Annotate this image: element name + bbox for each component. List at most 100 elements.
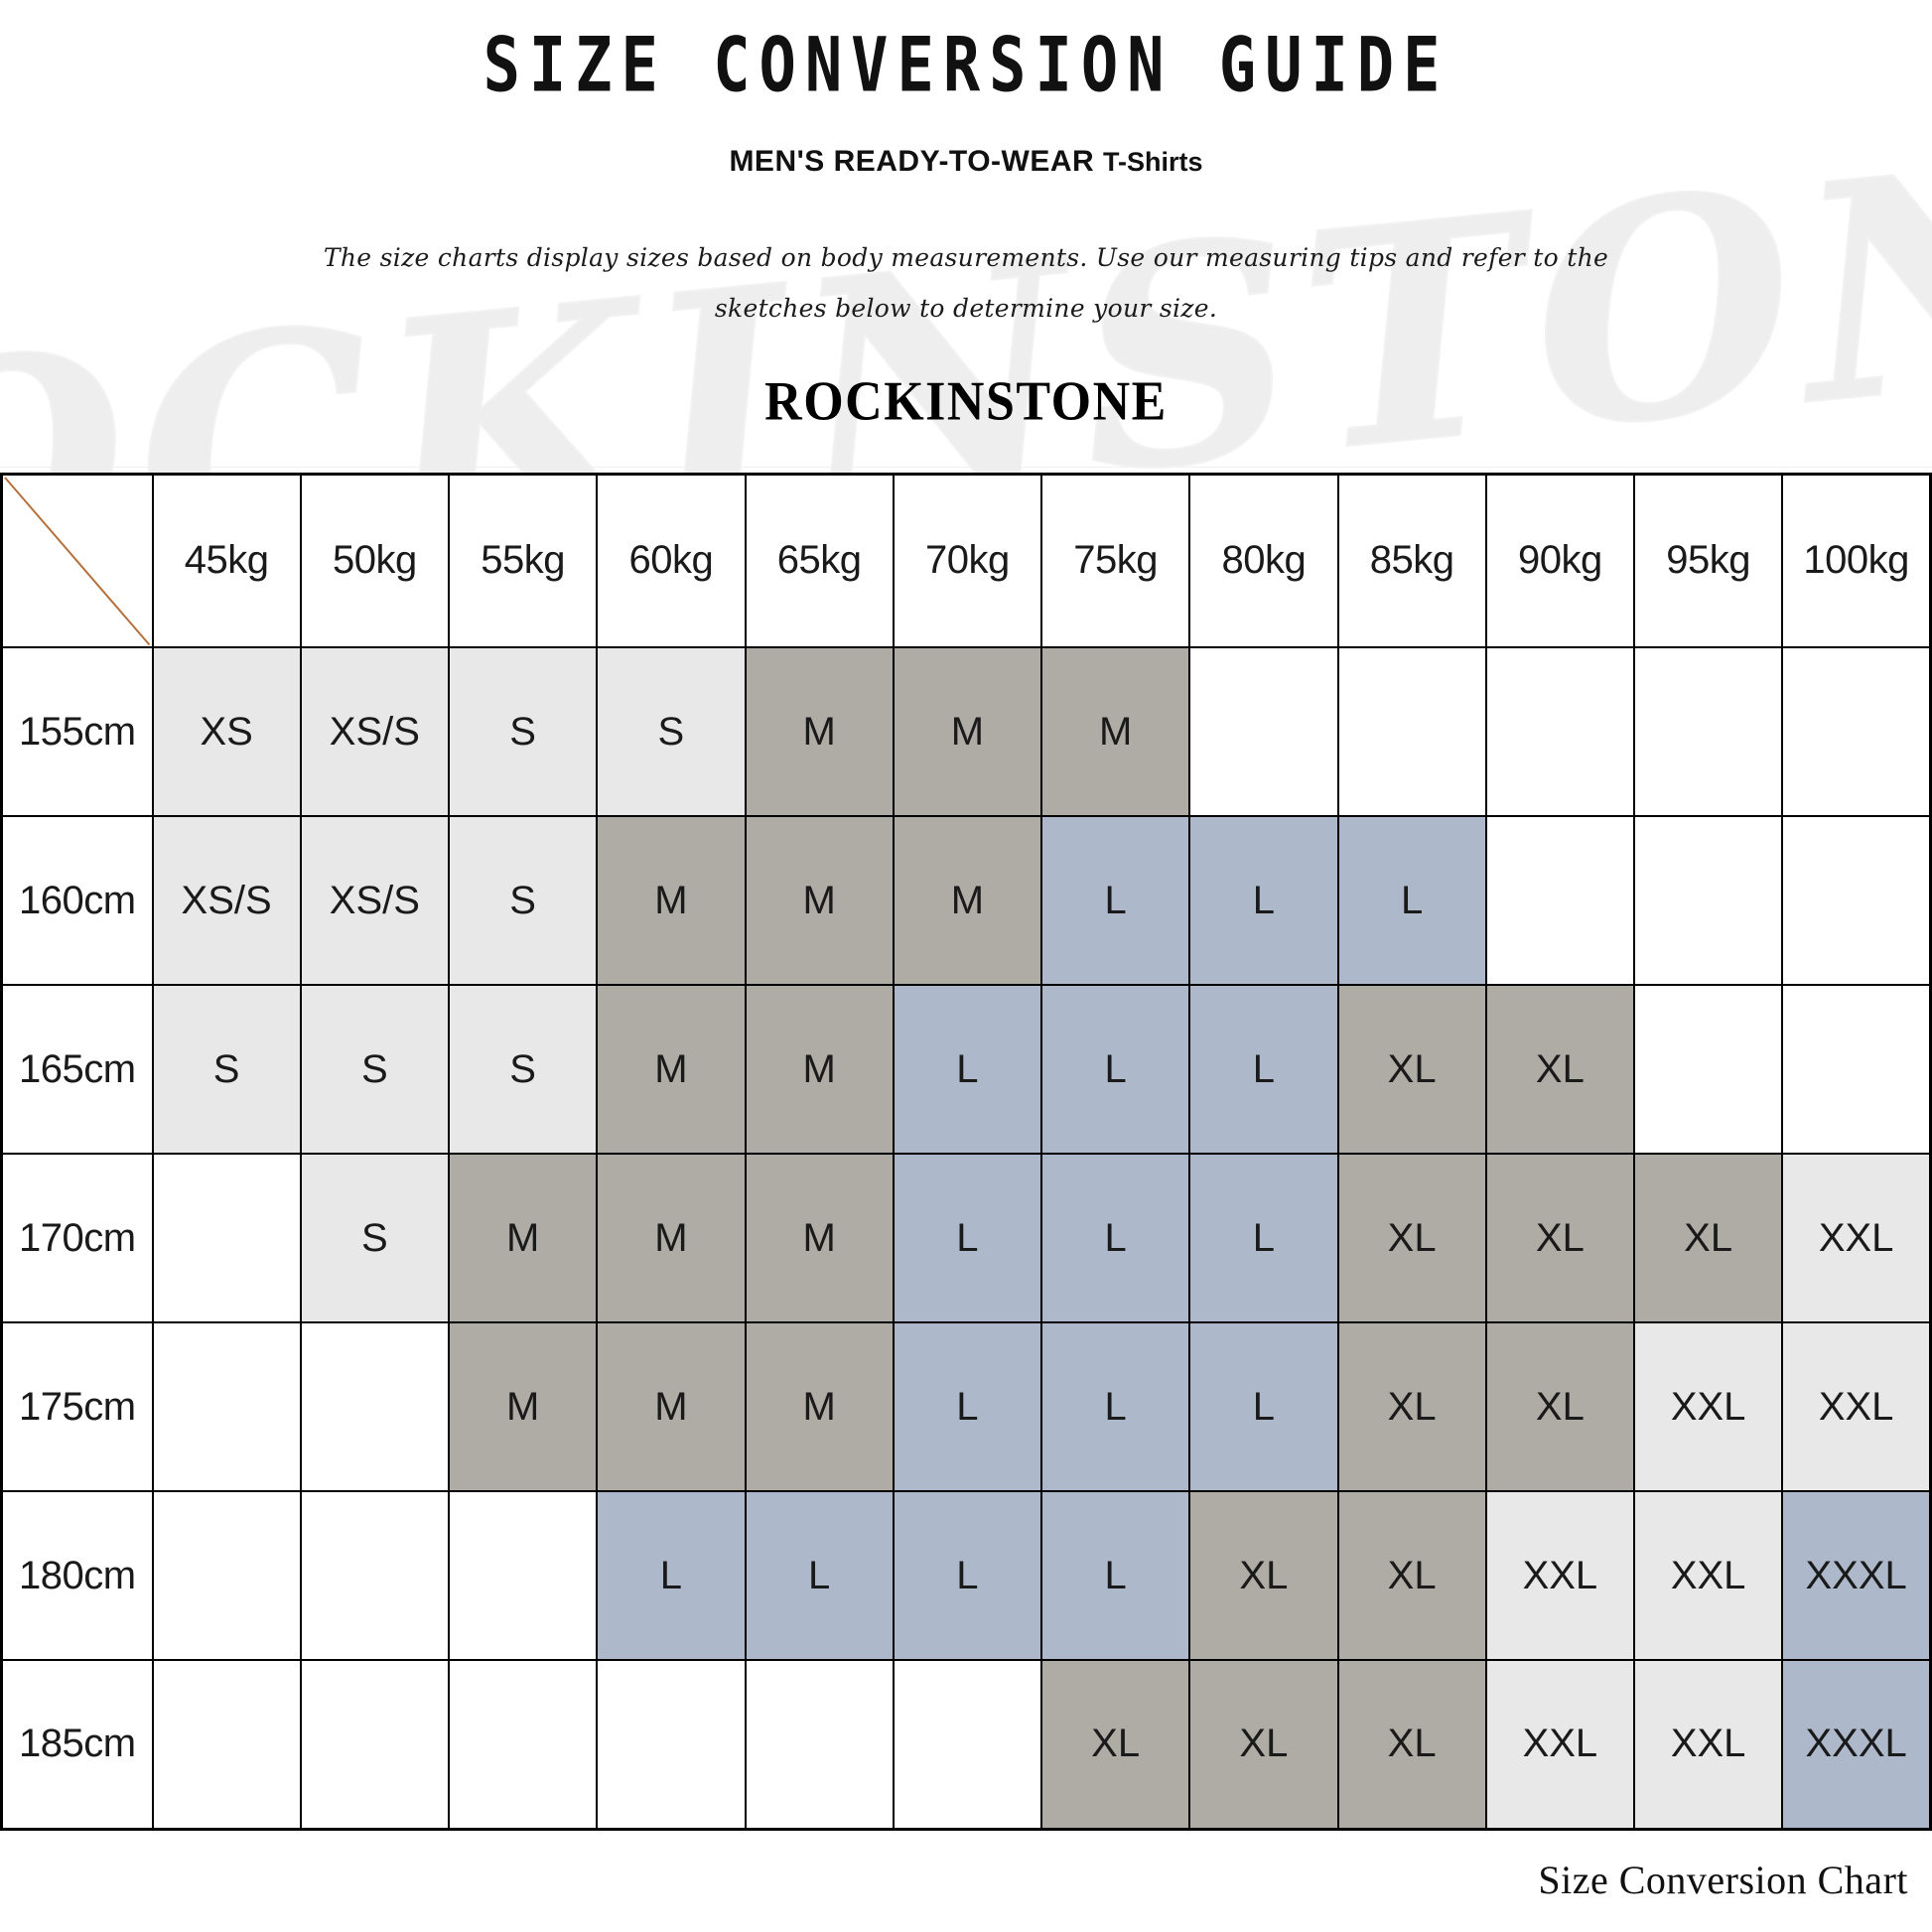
size-cell[interactable]: XXXL bbox=[1781, 1490, 1932, 1662]
size-cell-empty[interactable] bbox=[1781, 815, 1932, 987]
size-cell[interactable]: XXL bbox=[1484, 1490, 1636, 1662]
row-header-height: 175cm bbox=[0, 1321, 154, 1493]
size-cell[interactable]: L bbox=[1039, 1153, 1191, 1324]
size-cell-empty[interactable] bbox=[892, 1659, 1043, 1831]
size-cell-empty[interactable] bbox=[1781, 646, 1932, 818]
size-cell[interactable]: XL bbox=[1336, 1659, 1487, 1831]
size-cell[interactable]: L bbox=[892, 1153, 1043, 1324]
size-cell[interactable]: XL bbox=[1336, 1321, 1487, 1493]
size-cell[interactable]: M bbox=[1039, 646, 1191, 818]
size-cell-empty[interactable] bbox=[299, 1490, 451, 1662]
size-cell[interactable]: M bbox=[744, 1321, 895, 1493]
column-header-weight: 50kg bbox=[299, 473, 451, 649]
size-cell[interactable]: L bbox=[1188, 1321, 1339, 1493]
size-cell-empty[interactable] bbox=[1188, 646, 1339, 818]
size-cell[interactable]: XL bbox=[1336, 984, 1487, 1156]
size-cell[interactable]: XL bbox=[1632, 1153, 1784, 1324]
size-cell[interactable]: XL bbox=[1484, 1153, 1636, 1324]
size-cell-empty[interactable] bbox=[299, 1321, 451, 1493]
size-cell[interactable]: M bbox=[596, 815, 747, 987]
size-cell-empty[interactable] bbox=[596, 1659, 747, 1831]
size-cell[interactable]: M bbox=[447, 1321, 599, 1493]
size-cell[interactable]: M bbox=[892, 815, 1043, 987]
size-cell[interactable]: XL bbox=[1484, 1321, 1636, 1493]
size-cell-empty[interactable] bbox=[1336, 646, 1487, 818]
size-cell[interactable]: M bbox=[744, 1153, 895, 1324]
column-header-weight: 55kg bbox=[447, 473, 599, 649]
size-cell[interactable]: M bbox=[596, 1321, 747, 1493]
size-cell[interactable]: XS/S bbox=[299, 815, 451, 987]
size-cell[interactable]: XXL bbox=[1632, 1490, 1784, 1662]
row-header-height: 170cm bbox=[0, 1153, 154, 1324]
size-cell[interactable]: XXXL bbox=[1781, 1659, 1932, 1831]
size-cell[interactable]: L bbox=[596, 1490, 747, 1662]
size-cell-empty[interactable] bbox=[151, 1153, 302, 1324]
size-cell[interactable]: L bbox=[744, 1490, 895, 1662]
column-header-weight: 90kg bbox=[1484, 473, 1636, 649]
size-cell[interactable]: L bbox=[892, 1321, 1043, 1493]
size-cell[interactable]: M bbox=[596, 1153, 747, 1324]
size-cell[interactable]: L bbox=[1039, 815, 1191, 987]
size-cell-empty[interactable] bbox=[447, 1490, 599, 1662]
size-cell[interactable]: XS/S bbox=[151, 815, 302, 987]
table-row: 175cm M M M L L L XL XL XXL XXL bbox=[0, 1321, 1932, 1493]
brand-name: ROCKINSTONE bbox=[764, 370, 1168, 432]
size-cell-empty[interactable] bbox=[447, 1659, 599, 1831]
size-cell[interactable]: L bbox=[1039, 984, 1191, 1156]
size-cell[interactable]: XXL bbox=[1781, 1321, 1932, 1493]
size-cell[interactable]: L bbox=[1336, 815, 1487, 987]
size-cell[interactable]: XXL bbox=[1484, 1659, 1636, 1831]
size-cell[interactable]: S bbox=[299, 1153, 451, 1324]
size-cell[interactable]: XS bbox=[151, 646, 302, 818]
size-cell-empty[interactable] bbox=[1781, 984, 1932, 1156]
size-cell[interactable]: M bbox=[744, 815, 895, 987]
footer-caption: Size Conversion Chart bbox=[1538, 1857, 1908, 1902]
size-cell[interactable]: XL bbox=[1188, 1659, 1339, 1831]
size-cell[interactable]: M bbox=[892, 646, 1043, 818]
size-cell[interactable]: XL bbox=[1484, 984, 1636, 1156]
size-cell-empty[interactable] bbox=[151, 1659, 302, 1831]
size-cell[interactable]: XL bbox=[1336, 1490, 1487, 1662]
size-cell[interactable]: L bbox=[892, 984, 1043, 1156]
size-cell[interactable]: XL bbox=[1336, 1153, 1487, 1324]
size-cell[interactable]: M bbox=[744, 984, 895, 1156]
size-cell-empty[interactable] bbox=[151, 1490, 302, 1662]
size-cell[interactable]: XL bbox=[1188, 1490, 1339, 1662]
size-cell-empty[interactable] bbox=[151, 1321, 302, 1493]
table-body: 155cm XS XS/S S S M M M 160cm XS/S XS/S S M M M L L L 165c… bbox=[0, 646, 1932, 1831]
size-cell[interactable]: M bbox=[744, 646, 895, 818]
table-row: 170cm S M M M L L L XL XL XL XXL bbox=[0, 1153, 1932, 1324]
size-cell[interactable]: S bbox=[447, 815, 599, 987]
size-cell-empty[interactable] bbox=[1632, 646, 1784, 818]
size-cell-empty[interactable] bbox=[299, 1659, 451, 1831]
size-cell[interactable]: L bbox=[892, 1490, 1043, 1662]
size-cell[interactable]: S bbox=[151, 984, 302, 1156]
page-subtitle: MEN'S READY-TO-WEAR T-Shirts bbox=[0, 145, 1932, 179]
size-cell[interactable]: L bbox=[1188, 984, 1339, 1156]
size-cell-empty[interactable] bbox=[744, 1659, 895, 1831]
size-cell-empty[interactable] bbox=[1484, 646, 1636, 818]
size-cell[interactable]: XXL bbox=[1632, 1321, 1784, 1493]
size-cell[interactable]: XL bbox=[1039, 1659, 1191, 1831]
size-cell[interactable]: L bbox=[1039, 1490, 1191, 1662]
description-text: The size charts display sizes based on b… bbox=[323, 243, 1609, 324]
table-header: 45kg 50kg 55kg 60kg 65kg 70kg 75kg 80kg … bbox=[0, 473, 1932, 649]
subtitle-category-text: T-Shirts bbox=[1103, 147, 1203, 178]
size-cell[interactable]: L bbox=[1188, 815, 1339, 987]
size-cell[interactable]: L bbox=[1188, 1153, 1339, 1324]
page-title: SIZE CONVERSION GUIDE bbox=[483, 20, 1449, 109]
table-row: 165cm S S S M M L L L XL XL bbox=[0, 984, 1932, 1156]
size-cell[interactable]: XXL bbox=[1632, 1659, 1784, 1831]
size-cell[interactable]: XXL bbox=[1781, 1153, 1932, 1324]
size-cell[interactable]: S bbox=[447, 984, 599, 1156]
size-cell[interactable]: S bbox=[596, 646, 747, 818]
size-cell[interactable]: M bbox=[596, 984, 747, 1156]
size-cell[interactable]: S bbox=[447, 646, 599, 818]
size-cell[interactable]: M bbox=[447, 1153, 599, 1324]
size-cell-empty[interactable] bbox=[1632, 815, 1784, 987]
size-cell-empty[interactable] bbox=[1484, 815, 1636, 987]
size-cell[interactable]: S bbox=[299, 984, 451, 1156]
size-cell-empty[interactable] bbox=[1632, 984, 1784, 1156]
size-cell[interactable]: L bbox=[1039, 1321, 1191, 1493]
size-cell[interactable]: XS/S bbox=[299, 646, 451, 818]
